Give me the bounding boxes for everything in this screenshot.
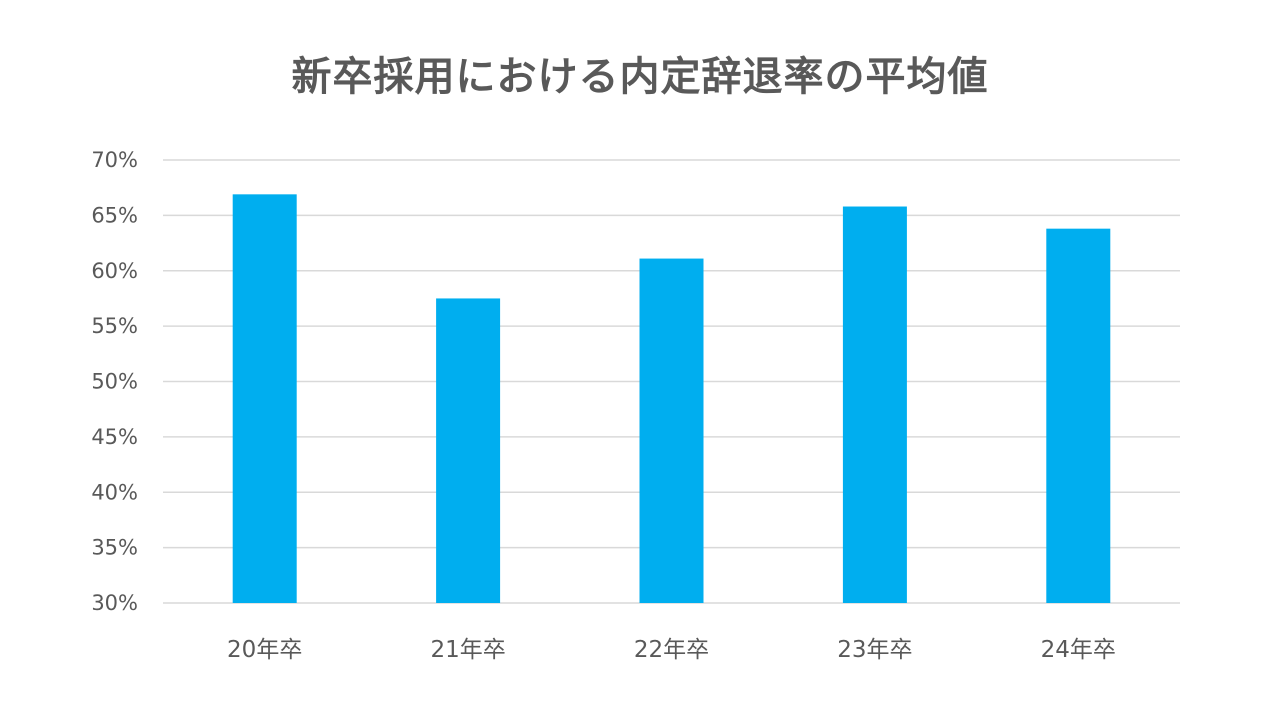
bar-3 [639,258,704,603]
bar-2 [436,298,501,603]
x-category-label: 24年卒 [1041,637,1116,663]
bar-1 [232,194,297,603]
y-tick-label: 70% [91,148,138,172]
x-category-label: 21年卒 [430,637,505,663]
bars [232,194,1111,604]
y-tick-label: 45% [91,425,138,449]
x-category-label: 23年卒 [837,637,912,663]
y-tick-label: 50% [91,370,138,394]
y-tick-label: 30% [91,591,138,615]
y-tick-label: 65% [91,203,138,227]
y-tick-label: 40% [91,480,138,504]
x-category-label: 22年卒 [634,637,709,663]
y-axis-ticks: 30% 35% 40% 45% 50% 55% 60% 65% 70% [91,148,138,615]
y-tick-label: 55% [91,314,138,338]
y-tick-label: 60% [91,259,138,283]
y-tick-label: 35% [91,536,138,560]
bar-4 [842,206,907,603]
chart-title: 新卒採用における内定辞退率の平均値 [291,54,989,100]
bar-5 [1046,228,1111,604]
x-axis-categories: 20年卒 21年卒 22年卒 23年卒 24年卒 [227,637,1116,663]
x-category-label: 20年卒 [227,637,302,663]
